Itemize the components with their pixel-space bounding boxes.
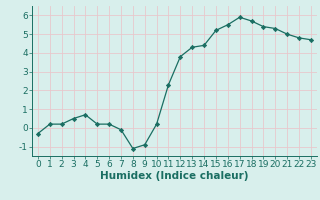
X-axis label: Humidex (Indice chaleur): Humidex (Indice chaleur) <box>100 171 249 181</box>
